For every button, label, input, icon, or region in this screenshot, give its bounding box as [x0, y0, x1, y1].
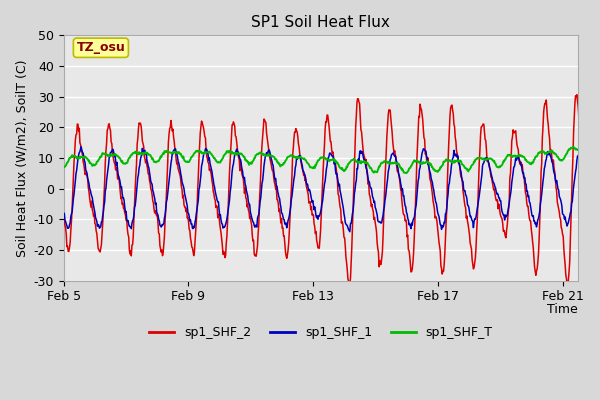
Legend: sp1_SHF_2, sp1_SHF_1, sp1_SHF_T: sp1_SHF_2, sp1_SHF_1, sp1_SHF_T	[144, 321, 498, 344]
Title: SP1 Soil Heat Flux: SP1 Soil Heat Flux	[251, 15, 391, 30]
Y-axis label: Soil Heat Flux (W/m2), SoilT (C): Soil Heat Flux (W/m2), SoilT (C)	[15, 59, 28, 257]
Text: TZ_osu: TZ_osu	[77, 41, 125, 54]
Text: Time: Time	[547, 303, 578, 316]
